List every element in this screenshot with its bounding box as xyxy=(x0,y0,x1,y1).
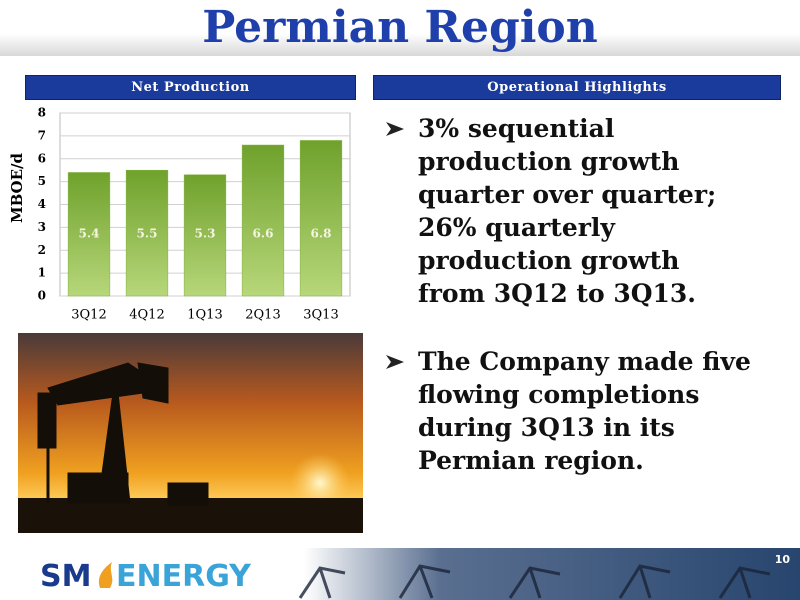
x-tick-label: 2Q13 xyxy=(245,308,280,323)
bar xyxy=(67,172,111,297)
slide-title: Permian Region xyxy=(202,2,598,53)
y-tick-label: 7 xyxy=(38,128,46,142)
x-tick-label: 3Q12 xyxy=(71,308,106,323)
y-tick-label: 5 xyxy=(38,174,46,188)
data-label: 6.8 xyxy=(311,227,332,241)
footer: SM ENERGY xyxy=(40,559,771,599)
highlight-item: 3% sequential production growth quarter … xyxy=(380,112,755,310)
bar xyxy=(183,174,227,297)
highlight-text: 3% sequential production growth quarter … xyxy=(418,114,717,308)
highlight-item: The Company made five flowing completion… xyxy=(380,345,755,477)
y-tick-label: 8 xyxy=(38,106,46,120)
logo-text: SM xyxy=(40,559,91,594)
y-tick-label: 2 xyxy=(38,243,46,257)
data-label: 6.6 xyxy=(253,227,274,241)
bar xyxy=(125,169,169,297)
y-axis-label: MBOE/d xyxy=(8,152,26,223)
highlights-header: Operational Highlights xyxy=(373,75,781,100)
chart-header: Net Production xyxy=(25,75,356,100)
photo xyxy=(18,333,363,533)
logo-text: ENERGY xyxy=(116,559,252,594)
page-number: 10 xyxy=(774,553,790,566)
footer-band xyxy=(0,548,800,600)
data-label: 5.3 xyxy=(195,227,216,241)
logo-flame xyxy=(98,562,113,588)
y-tick-label: 1 xyxy=(38,266,46,280)
y-tick-label: 6 xyxy=(38,151,46,165)
bar xyxy=(241,144,285,297)
data-label: 5.4 xyxy=(79,227,100,241)
y-tick-label: 0 xyxy=(38,289,46,303)
x-tick-label: 3Q13 xyxy=(303,308,338,323)
y-tick-label: 4 xyxy=(38,197,46,211)
x-tick-label: 1Q13 xyxy=(187,308,222,323)
highlight-text: The Company made five flowing completion… xyxy=(418,347,751,475)
y-tick-label: 3 xyxy=(38,220,46,234)
data-label: 5.5 xyxy=(137,227,158,241)
bar xyxy=(299,140,343,297)
x-tick-label: 4Q12 xyxy=(129,308,164,323)
bullet-arrow xyxy=(386,122,404,136)
bullet-arrow xyxy=(386,355,404,369)
title-band xyxy=(0,0,800,56)
chart: MBOE/d 0 1 2 3 4 5 6 7 8 3Q12 5.4 4Q12 5.5 1Q13 5.3 2Q1… xyxy=(8,106,351,323)
